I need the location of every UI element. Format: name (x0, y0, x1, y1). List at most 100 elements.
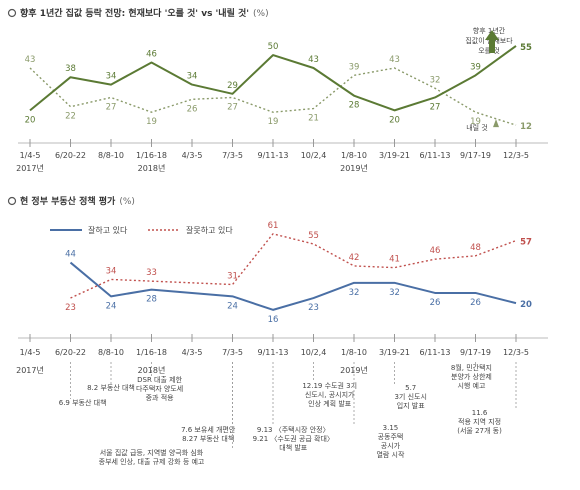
good-series-data-label: 24 (227, 301, 238, 311)
policy-annotation: 11.6 적용 지역 지정 (서울 27개 동) (457, 409, 502, 435)
rise-series-line (29, 45, 517, 112)
rise-series-data-label: 20 (25, 115, 36, 125)
policy-annotation: 12.19 수도권 3기 신도시, 공시지가 인상 계획 발표 (302, 381, 357, 408)
fall-series-data-label: 26 (187, 104, 198, 114)
bad-series-data-label: 31 (227, 272, 238, 282)
chart1-tick-label: 7/3-5 (222, 151, 243, 160)
chart1-tick-label: 3/19-21 (379, 151, 410, 160)
good-series-data-label: 32 (349, 288, 360, 298)
fall-series-data-label: 27 (227, 102, 238, 112)
chart2-tick-label: 1/16-18 (136, 348, 167, 357)
bad-series-data-label: 34 (106, 266, 117, 276)
chart1-year-label: 2018년 (138, 163, 166, 173)
good-series-data-label: 16 (268, 315, 279, 325)
policy-annotation: 9.13 〈주택시장 안정〉 9.21 〈수도권 공급 확대〉 대책 발표 (253, 425, 334, 452)
policy-annotation: DSR 대출 제한 다주택자 양도세 중과 적용 (136, 375, 183, 402)
down-arrow-icon (493, 119, 499, 128)
rise-series-data-label: 38 (65, 64, 76, 74)
chart1-tick-label: 6/11-13 (419, 151, 450, 160)
bad-series-data-label: 46 (430, 246, 441, 256)
chart2-tick-label: 6/20-22 (55, 348, 86, 357)
chart1-tick-label: 1/8-10 (341, 151, 367, 160)
policy-annotation: 3.15 공동주택 공시가 열람 시작 (376, 424, 405, 459)
good-series-data-label: 26 (470, 298, 481, 308)
good-series-data-label: 24 (106, 301, 117, 311)
chart1-tick-label: 4/3-5 (182, 151, 203, 160)
chart1-title: 향후 1년간 집값 등락 전망: 현재보다 '오를 것' vs '내릴 것' (%… (20, 7, 269, 19)
rise-series-data-label: 20 (389, 115, 400, 125)
chart2-tick-label: 1/4-5 (20, 348, 41, 357)
chart2-plot: 잘하고 있다 잘못하고 있다 23 34 33 31 61 55 42 41 46 48 57 44 24 2… (16, 221, 548, 375)
fall-series-data-label: 32 (430, 75, 441, 85)
bullet-icon (7, 196, 17, 206)
chart1-tick-label: 9/17-19 (460, 151, 491, 160)
chart2-tick-label: 10/2,4 (301, 348, 327, 357)
chart2-tick-label: 6/11-13 (419, 348, 450, 357)
good-series-data-label: 32 (389, 288, 400, 298)
chart1-tick-label: 12/3-5 (503, 151, 529, 160)
fall-series-data-label: 12 (520, 122, 532, 132)
fall-series-data-label: 19 (470, 117, 481, 127)
bad-series-data-label: 41 (389, 255, 400, 265)
fall-series-data-label: 43 (389, 55, 400, 65)
good-series-data-label: 26 (430, 298, 441, 308)
fall-series-data-label: 39 (349, 62, 360, 72)
chart2-tick-label: 7/3-5 (222, 348, 243, 357)
bullet-icon (7, 8, 17, 18)
policy-annotation: 8.2 부동산 대책 (87, 383, 135, 392)
chart1-tick-label: 6/20-22 (55, 151, 86, 160)
rise-series-data-label: 43 (308, 55, 319, 65)
fall-series-data-label: 19 (146, 117, 157, 127)
rise-series-data-label: 50 (268, 42, 279, 52)
rise-series-data-label: 34 (187, 72, 198, 82)
legend-bad-label: 잘못하고 있다 (186, 225, 233, 235)
chart2-tick-label: 9/11-13 (257, 348, 288, 357)
chart2-tick-label: 1/8-10 (341, 348, 367, 357)
chart2-tick-label: 3/19-21 (379, 348, 410, 357)
legend-good-label: 잘하고 있다 (88, 225, 128, 235)
rise-series-data-label: 39 (470, 62, 481, 72)
policy-annotation: 8월, 민간택지 분양가 상한제 시행 예고 (451, 363, 492, 390)
bad-series-data-label: 48 (470, 243, 481, 253)
fall-callout: 내릴 것 (466, 123, 488, 132)
policy-annotation: 5.7 3기 신도시 입지 발표 (394, 384, 426, 410)
rise-series-data-label: 46 (146, 49, 157, 59)
good-series-data-label: 28 (146, 295, 157, 305)
rise-series-data-label: 28 (349, 101, 360, 111)
bad-series-data-label: 33 (146, 268, 157, 278)
fall-series-data-label: 19 (268, 117, 279, 127)
chart2-year-label: 2017년 (16, 365, 44, 375)
chart2-tick-label: 9/17-19 (460, 348, 491, 357)
fall-series-data-label: 43 (25, 55, 36, 65)
chart2-tick-label: 4/3-5 (182, 348, 203, 357)
bad-series-data-label: 55 (308, 231, 319, 241)
chart1-plot: 43 22 27 19 26 27 19 21 39 43 32 19 12 20 38 34 46 34 29 50… (16, 26, 548, 173)
good-series-data-label: 44 (65, 250, 76, 260)
bad-series-line (70, 233, 517, 299)
bad-series-data-label: 57 (520, 238, 532, 248)
fall-series-data-label: 27 (106, 102, 117, 112)
rise-series-data-label: 27 (430, 102, 441, 112)
rise-series-data-label: 29 (227, 81, 238, 91)
chart2-tick-label: 8/8-10 (98, 348, 124, 357)
fall-series-line (29, 67, 517, 126)
bad-series-data-label: 61 (268, 221, 279, 231)
policy-annotation: 7.6 보유세 개편안 8.27 부동산 대책 (181, 425, 236, 443)
policy-annotation: 6.9 부동산 대책 (59, 398, 107, 407)
good-series-line (69, 261, 517, 311)
bad-series-data-label: 42 (349, 253, 360, 263)
chart1-year-label: 2019년 (340, 163, 368, 173)
fall-series-data-label: 21 (308, 114, 319, 124)
bad-series-data-label: 23 (65, 303, 76, 313)
chart1-tick-label: 9/11-13 (257, 151, 288, 160)
rise-series-data-label: 55 (520, 43, 532, 53)
up-arrow-icon (485, 30, 499, 40)
chart1-year-label: 2017년 (16, 163, 44, 173)
fall-series-data-label: 22 (65, 112, 76, 122)
good-series-data-label: 23 (308, 303, 319, 313)
chart2-title: 현 정부 부동산 정책 평가 (%) (20, 195, 135, 207)
good-series-data-label: 20 (520, 300, 532, 310)
